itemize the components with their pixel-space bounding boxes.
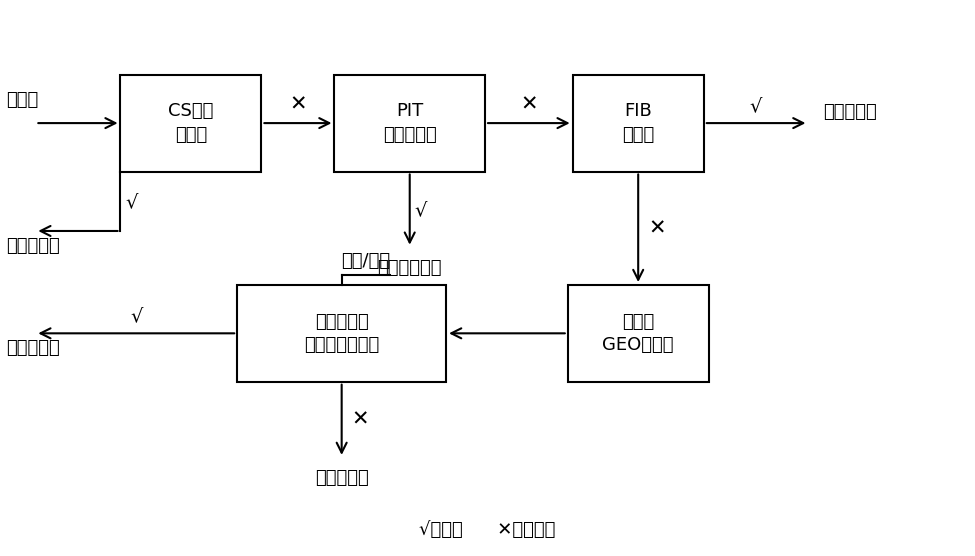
- FancyBboxPatch shape: [121, 75, 261, 171]
- Text: 添加接口信息: 添加接口信息: [377, 259, 442, 277]
- Text: ✕: ✕: [520, 95, 537, 115]
- Text: CS内容
缓存表: CS内容 缓存表: [169, 102, 214, 144]
- Text: ✕: ✕: [648, 218, 665, 238]
- Text: 更新/修改: 更新/修改: [341, 252, 391, 270]
- Text: 返回数据包: 返回数据包: [6, 236, 60, 255]
- FancyBboxPatch shape: [334, 75, 486, 171]
- Text: ✕: ✕: [290, 95, 307, 115]
- Text: PIT
待定兴趣表: PIT 待定兴趣表: [383, 102, 437, 144]
- Text: √: √: [414, 200, 427, 219]
- Text: √: √: [126, 192, 137, 211]
- Text: 兴趣包: 兴趣包: [6, 91, 38, 110]
- Text: √：命中      ✕：未命中: √：命中 ✕：未命中: [419, 521, 556, 539]
- Text: 回溯或丢弃: 回溯或丢弃: [315, 469, 369, 487]
- Text: 转发兴趣包: 转发兴趣包: [823, 103, 877, 121]
- Text: FIB
转发表: FIB 转发表: [622, 102, 654, 144]
- Text: 转发兴趣包: 转发兴趣包: [6, 339, 60, 357]
- Text: ✕: ✕: [351, 410, 369, 430]
- FancyBboxPatch shape: [567, 285, 709, 382]
- Text: 转发到
GEO控制器: 转发到 GEO控制器: [603, 312, 674, 354]
- Text: √: √: [130, 306, 142, 325]
- Text: 控制器执行
多约束路由计算: 控制器执行 多约束路由计算: [304, 312, 379, 354]
- FancyBboxPatch shape: [237, 285, 447, 382]
- Text: √: √: [750, 96, 762, 115]
- FancyBboxPatch shape: [572, 75, 704, 171]
